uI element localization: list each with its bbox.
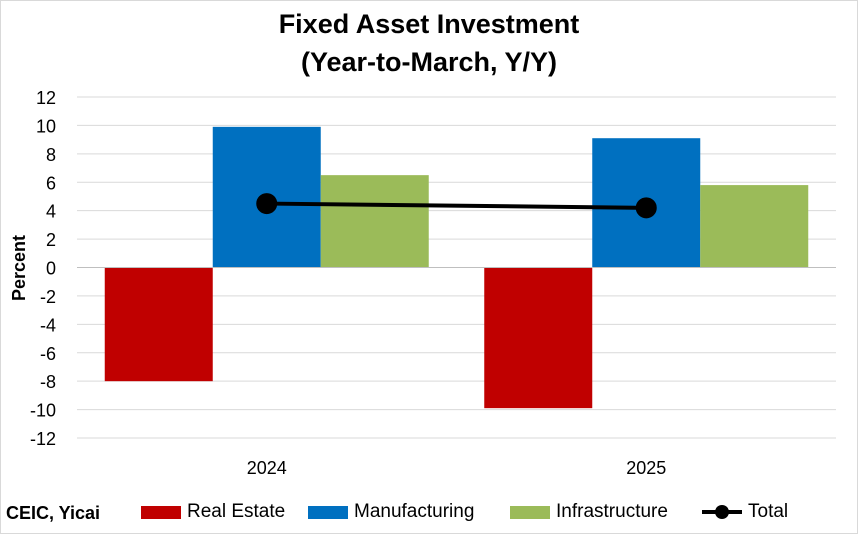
y-tick-label: -6 (40, 344, 56, 364)
y-tick-label: 6 (46, 173, 56, 193)
bar-real-estate (104, 267, 213, 382)
y-tick-label: 8 (46, 145, 56, 165)
y-tick-label: -2 (40, 287, 56, 307)
y-axis-label: Percent (9, 235, 29, 301)
legend-label-infrastructure: Infrastructure (556, 501, 668, 522)
x-tick-label: 2024 (247, 458, 287, 478)
bar-infrastructure (320, 175, 429, 268)
total-series (256, 193, 657, 219)
legend-item-manufacturing: Manufacturing (308, 499, 474, 525)
bars (104, 126, 809, 409)
chart-title: Fixed Asset Investment (278, 9, 580, 39)
legend-swatch-real-estate (141, 505, 181, 519)
legend-swatch-manufacturing (308, 505, 348, 519)
chart-subtitle: (Year-to-March, Y/Y) (300, 47, 558, 77)
legend-item-infrastructure: Infrastructure (510, 499, 668, 525)
legend-label-real-estate: Real Estate (187, 501, 286, 522)
y-tick-label: 4 (46, 202, 56, 222)
x-tick-labels: 2024 2025 (247, 458, 667, 478)
bar-infrastructure (700, 185, 809, 268)
legend-swatch-total (702, 505, 742, 519)
y-tick-label: 10 (36, 116, 56, 136)
total-line (266, 201, 647, 210)
y-tick-label: -8 (40, 372, 56, 392)
y-tick-label: -12 (30, 429, 56, 449)
y-tick-label: 0 (46, 259, 56, 279)
total-point (635, 197, 657, 219)
total-point (256, 193, 278, 215)
x-tick-label: 2025 (626, 458, 666, 478)
legend-item-total: Total (702, 499, 788, 525)
source-note: CEIC, Yicai (6, 503, 101, 523)
y-tick-label: 12 (36, 88, 56, 108)
legend-label-total: Total (748, 501, 789, 522)
legend-swatch-infrastructure (510, 505, 550, 519)
y-tick-labels: 12 10 8 6 4 2 0 -2 -4 -6 -8 -10 -12 (30, 88, 56, 449)
bar-real-estate (484, 267, 593, 409)
y-tick-label: -10 (30, 401, 56, 421)
legend-label-manufacturing: Manufacturing (354, 501, 475, 522)
legend-item-real-estate: Real Estate (141, 499, 285, 525)
y-tick-label: -4 (40, 315, 56, 335)
y-tick-label: 2 (46, 230, 56, 250)
